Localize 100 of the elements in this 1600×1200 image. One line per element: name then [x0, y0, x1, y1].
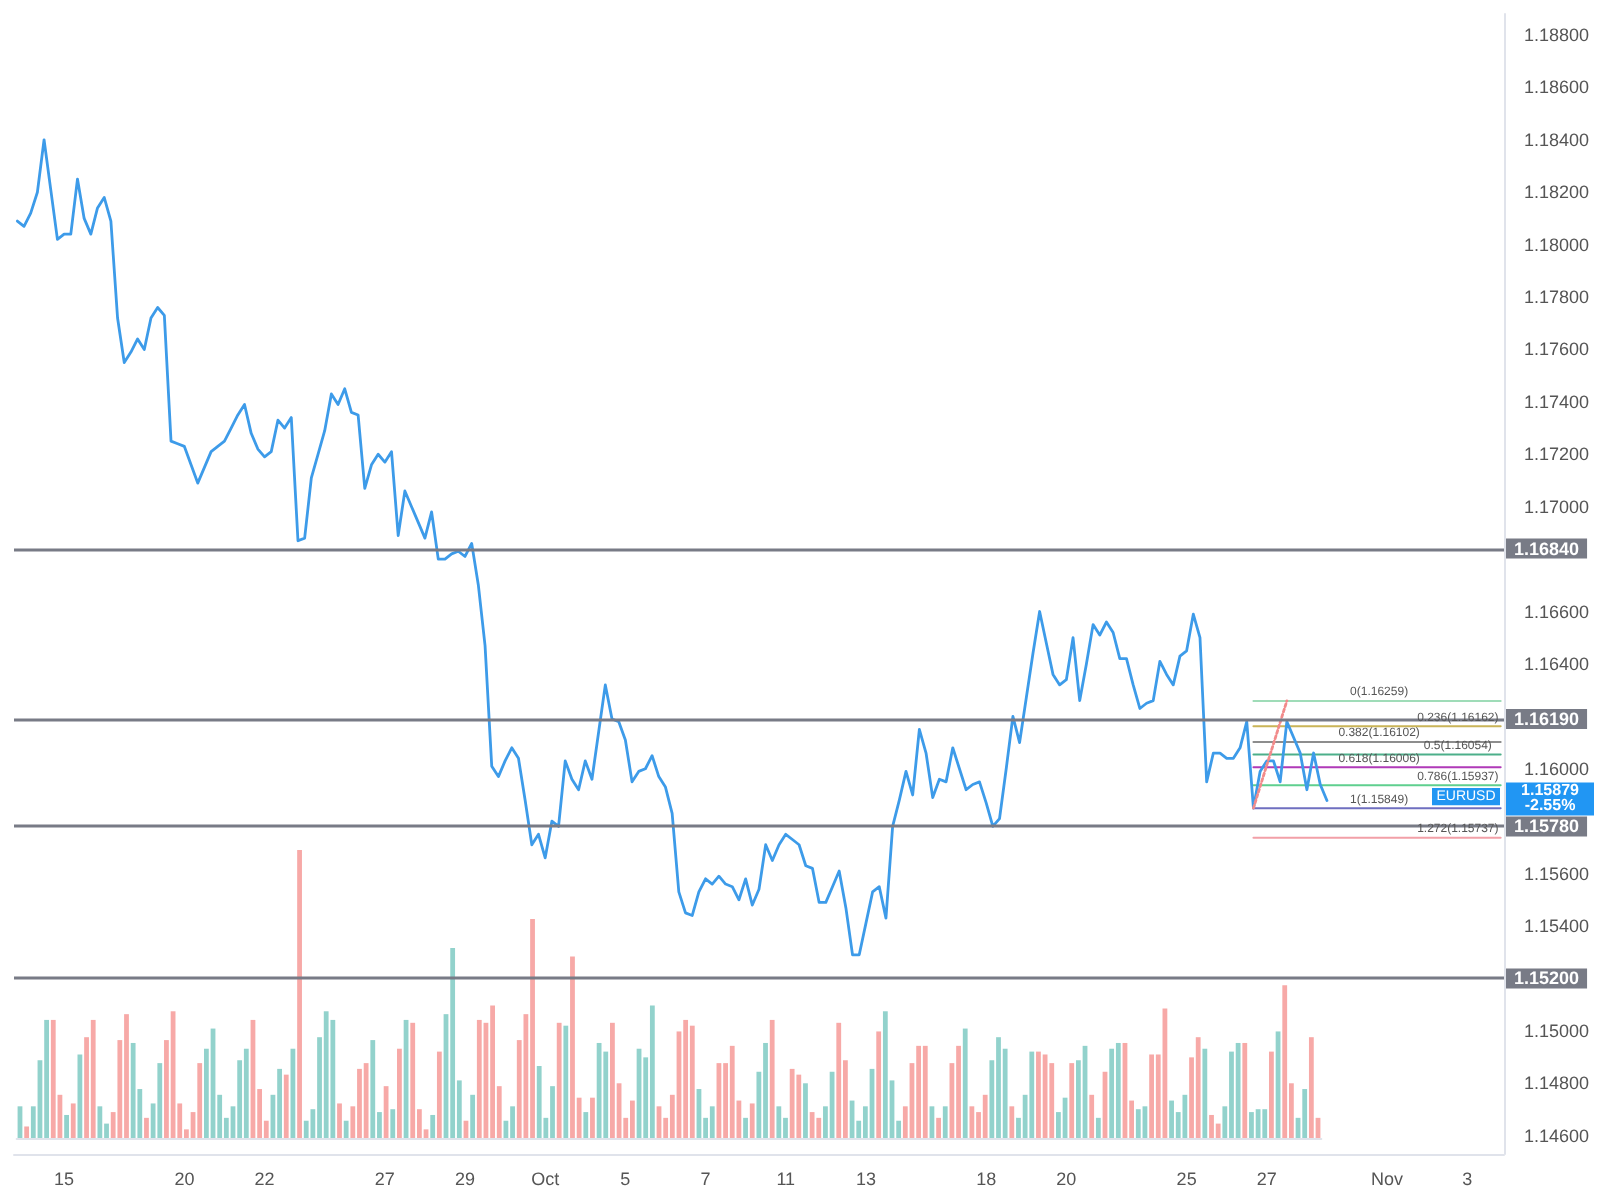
bar: [1036, 1051, 1041, 1138]
bar: [763, 1042, 768, 1138]
bar: [476, 1019, 482, 1138]
bar: [297, 850, 302, 1138]
bar: [583, 1112, 589, 1138]
bar: [1269, 1051, 1274, 1138]
x-tick-label: 29: [454, 1169, 476, 1189]
bar: [1262, 1109, 1268, 1138]
bar: [536, 1066, 542, 1138]
x-tick-label: Oct: [531, 1169, 561, 1189]
ref-line-label: 1.15200: [1514, 968, 1580, 989]
bar: [556, 1022, 562, 1138]
bar: [956, 1045, 961, 1138]
y-tick-label: 1.18400: [1524, 129, 1590, 150]
y-tick-label: 1.16600: [1524, 601, 1590, 622]
bar: [343, 1120, 349, 1138]
bar: [922, 1045, 928, 1138]
x-tick-label: Nov: [1371, 1169, 1405, 1189]
bar: [323, 1011, 329, 1138]
bar: [796, 1074, 802, 1138]
bar: [1235, 1042, 1241, 1138]
bar: [1029, 1051, 1035, 1138]
bar: [916, 1045, 922, 1138]
bar: [709, 1106, 715, 1138]
bar: [124, 1014, 129, 1138]
bar: [769, 1019, 775, 1138]
bar: [1282, 985, 1288, 1138]
bar: [1182, 1094, 1188, 1138]
bar: [1169, 1100, 1174, 1138]
x-tick-label: 25: [1176, 1169, 1197, 1189]
bar: [157, 1063, 163, 1138]
bar: [197, 1063, 203, 1138]
bar: [729, 1045, 735, 1138]
bar: [436, 1051, 442, 1138]
x-tick-label: 27: [374, 1169, 395, 1189]
bar: [1202, 1048, 1208, 1138]
y-tick-label: 1.15400: [1524, 916, 1590, 936]
y-tick-label: 1.17600: [1524, 339, 1590, 360]
bar: [97, 1106, 103, 1138]
text: -2.55%: [1524, 796, 1576, 815]
bar: [996, 1037, 1001, 1138]
ref-line-label: 1.16840: [1514, 538, 1580, 559]
bar: [1009, 1106, 1015, 1138]
bar: [590, 1097, 595, 1138]
bar: [337, 1103, 342, 1138]
y-tick-label: 1.14600: [1524, 1125, 1590, 1146]
bar: [969, 1106, 975, 1138]
y-tick-label: 1.18600: [1524, 77, 1590, 98]
bar: [563, 1025, 569, 1138]
bar: [70, 1103, 76, 1138]
bar: [836, 1022, 842, 1138]
bar: [330, 1019, 336, 1138]
x-tick-label: 18: [976, 1169, 997, 1189]
bar: [430, 1114, 436, 1138]
x-tick-label: 20: [1056, 1169, 1077, 1189]
bar: [1195, 1037, 1201, 1138]
bar: [1302, 1089, 1308, 1138]
bar: [689, 1025, 695, 1138]
bar: [1069, 1063, 1075, 1138]
bar: [610, 1022, 615, 1138]
x-tick-label: 13: [855, 1169, 876, 1189]
x-tick-label: 5: [620, 1169, 631, 1189]
y-tick-label: 1.15000: [1524, 1020, 1590, 1041]
bar: [24, 1126, 30, 1138]
y-tick-label: 1.17400: [1524, 391, 1590, 412]
bar: [683, 1019, 689, 1138]
bar: [789, 1068, 795, 1138]
bar: [530, 919, 535, 1138]
bar: [1095, 1117, 1101, 1138]
bar: [283, 1074, 289, 1138]
y-tick-label: 1.16400: [1524, 653, 1590, 674]
bar: [243, 1048, 249, 1138]
bar: [1249, 1112, 1254, 1138]
bar: [809, 1112, 815, 1138]
text: 1.15879: [1521, 781, 1581, 800]
bar: [749, 1103, 755, 1138]
x-tick-label: 11: [776, 1169, 796, 1189]
bar: [982, 1094, 988, 1138]
bar: [1149, 1054, 1154, 1138]
bar: [1229, 1051, 1234, 1138]
bar: [470, 1094, 476, 1138]
bar: [1135, 1109, 1141, 1138]
x-tick-label: 15: [54, 1169, 75, 1189]
bar: [64, 1114, 69, 1138]
bar: [776, 1106, 782, 1138]
bar: [277, 1068, 282, 1138]
bar: [50, 1019, 56, 1138]
bar: [936, 1117, 941, 1138]
bar: [90, 1019, 96, 1138]
bar: [130, 1042, 136, 1138]
bar: [77, 1054, 83, 1138]
bar: [1308, 1037, 1314, 1138]
bar: [357, 1068, 362, 1138]
bar: [882, 1011, 888, 1138]
bar: [370, 1040, 376, 1138]
bar: [450, 947, 456, 1138]
bar: [144, 1117, 149, 1138]
y-tick-label: 1.18200: [1524, 182, 1590, 203]
bar: [962, 1028, 968, 1138]
y-tick-label: 1.16000: [1524, 758, 1590, 779]
